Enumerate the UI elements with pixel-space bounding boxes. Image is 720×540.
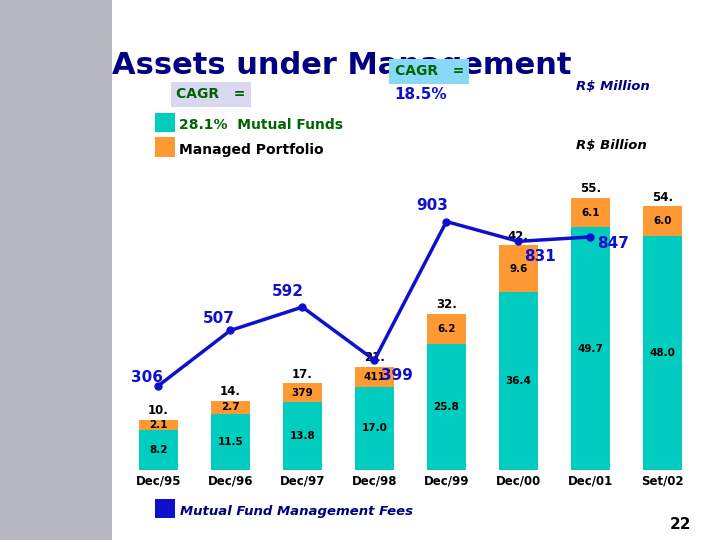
Text: 28.1%  Mutual Funds: 28.1% Mutual Funds [179,118,343,132]
Text: 6.0: 6.0 [653,216,672,226]
Bar [138,430,179,470]
Bar [283,402,323,470]
Text: 21.: 21. [364,352,384,365]
Text: 306: 306 [130,369,163,384]
Text: 11.5: 11.5 [217,437,243,447]
Text: 903: 903 [416,198,448,213]
Text: CAGR   =: CAGR = [176,87,246,102]
Bar [211,401,251,414]
Bar [283,383,323,402]
Text: 831: 831 [524,249,556,264]
Bar [426,314,467,344]
Text: 399: 399 [382,368,413,382]
Text: Assets under Management: Assets under Management [112,51,571,80]
Text: 54.: 54. [652,191,673,204]
Bar [355,387,395,470]
Text: 25.8: 25.8 [433,402,459,412]
Text: 17.: 17. [292,368,312,381]
Text: R$ Million: R$ Million [576,80,649,93]
Text: 48.0: 48.0 [649,348,675,357]
Text: 42.: 42. [508,230,529,243]
Text: 36.4: 36.4 [505,376,531,386]
Text: 55.: 55. [580,182,601,195]
Text: Managed Portfolio: Managed Portfolio [179,143,323,157]
Text: 2.1: 2.1 [149,420,168,430]
Text: 8.2: 8.2 [149,445,168,455]
Text: 6.2: 6.2 [437,324,456,334]
Bar [355,367,395,387]
Text: Mutual Fund Management Fees: Mutual Fund Management Fees [180,505,413,518]
Bar [138,420,179,430]
Text: 13.8: 13.8 [289,431,315,441]
Text: CAGR   =: CAGR = [395,64,464,78]
Bar [571,198,611,227]
Text: 32.: 32. [436,298,456,311]
Bar [0,0,112,540]
Bar [426,344,467,470]
Text: 847: 847 [598,236,629,251]
Text: 592: 592 [272,284,304,299]
Text: 379: 379 [292,388,313,398]
Bar [571,227,611,470]
Text: 6.1: 6.1 [581,207,600,218]
Text: 507: 507 [202,312,235,327]
Text: 17.0: 17.0 [361,423,387,433]
Bar [643,235,683,470]
Text: 22: 22 [670,517,691,532]
Text: 411: 411 [364,372,385,382]
Bar [498,246,539,292]
Text: 2.7: 2.7 [221,402,240,412]
Bar [112,0,720,540]
Bar [643,206,683,235]
Text: R$ Billion: R$ Billion [576,139,647,152]
Text: 49.7: 49.7 [577,343,603,354]
Text: 9.6: 9.6 [509,264,528,274]
Text: 10.: 10. [148,404,168,417]
Text: 14.: 14. [220,385,241,398]
Text: 18.5%: 18.5% [395,87,447,103]
Bar [211,414,251,470]
Bar [498,292,539,470]
